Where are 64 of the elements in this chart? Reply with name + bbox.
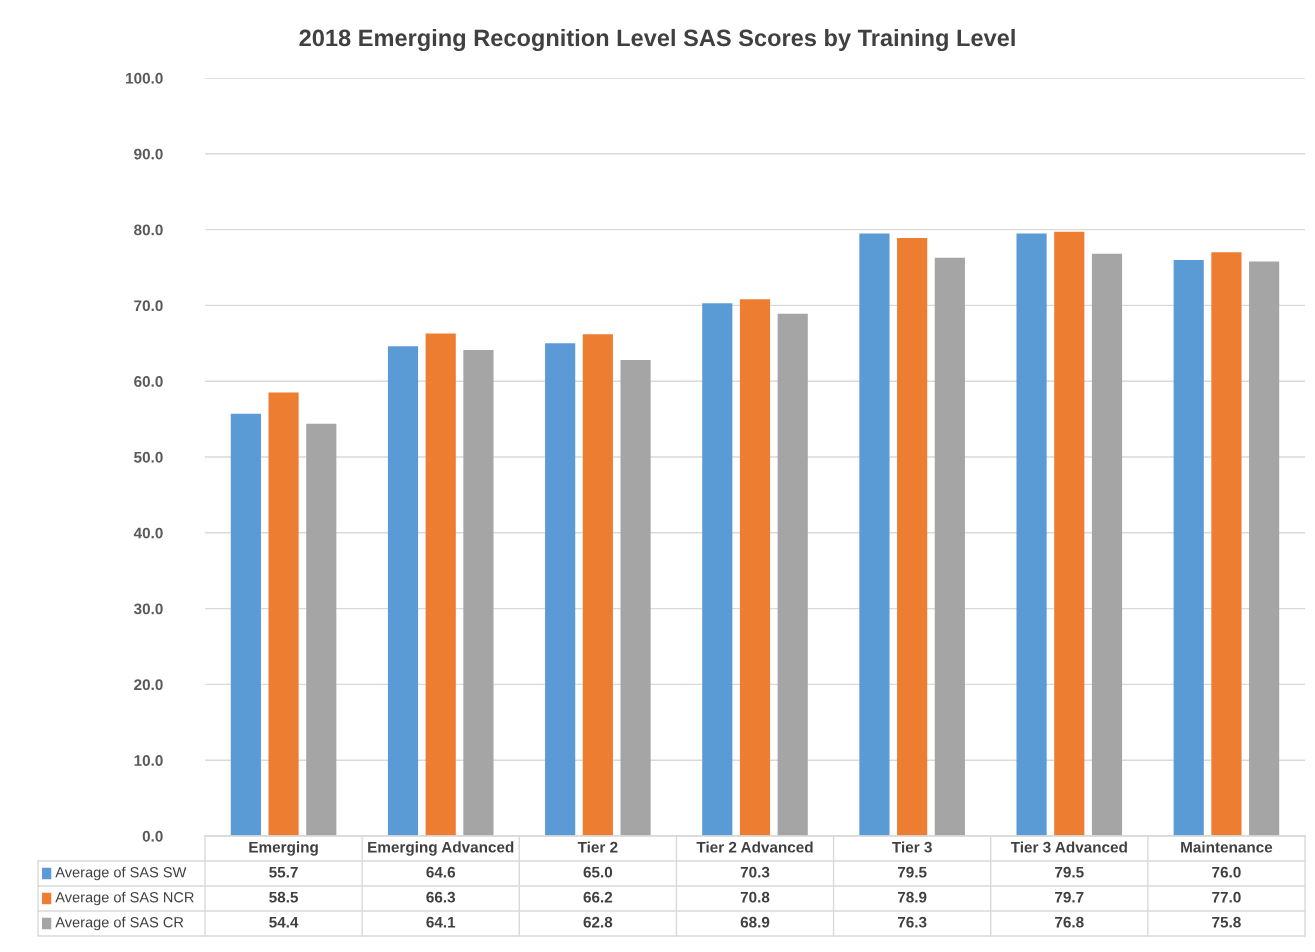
y-tick-label: 0.0 xyxy=(142,830,163,842)
data-label: 66.3 xyxy=(426,891,456,903)
x-tick-label: Emerging Advanced xyxy=(368,841,514,856)
data-label: 58.5 xyxy=(269,891,299,903)
x-tick-label: Tier 3 xyxy=(892,841,932,853)
x-tick-label: Tier 2 Advanced xyxy=(696,841,813,853)
data-label: 76.8 xyxy=(1055,916,1084,928)
bar xyxy=(702,303,733,836)
x-tick-label: Tier 2 xyxy=(577,841,618,853)
data-label: 70.8 xyxy=(740,891,770,903)
bar xyxy=(897,237,928,836)
data-label: 79.5 xyxy=(897,866,927,878)
bar xyxy=(463,350,494,836)
data-label: 79.5 xyxy=(1055,866,1084,878)
data-label: 68.9 xyxy=(740,916,770,928)
bar xyxy=(425,333,456,836)
data-label: 64.1 xyxy=(426,916,456,928)
bar xyxy=(620,359,651,836)
data-label: 55.7 xyxy=(269,866,298,878)
bar xyxy=(268,392,299,836)
y-tick-label: 50.0 xyxy=(134,451,163,463)
bar xyxy=(582,334,613,836)
data-label: 70.3 xyxy=(740,866,770,878)
y-tick-label: 20.0 xyxy=(134,679,163,691)
y-tick-label: 10.0 xyxy=(134,755,163,766)
y-tick-label: 60.0 xyxy=(134,376,163,387)
bar xyxy=(230,413,261,836)
bar xyxy=(1054,231,1085,836)
bar xyxy=(545,343,576,836)
x-tick-label: Emerging xyxy=(249,841,318,856)
bar xyxy=(306,423,337,836)
bar xyxy=(739,299,771,836)
bar xyxy=(1016,233,1047,836)
data-label: 78.9 xyxy=(897,891,927,903)
chart-title: 2018 Emerging Recognition Level SAS Scores by Training Level xyxy=(299,28,1015,52)
data-label: 76.3 xyxy=(897,916,927,928)
data-label: 64.6 xyxy=(426,866,456,878)
y-tick-label: 100.0 xyxy=(126,72,163,84)
legend-label: Average of SAS CR xyxy=(55,916,184,931)
data-label: 77.0 xyxy=(1212,891,1241,903)
y-tick-label: 30.0 xyxy=(133,603,163,615)
data-label: 65.0 xyxy=(583,866,613,878)
legend-label: Average of SAS SW xyxy=(55,866,187,881)
y-tick-label: 80.0 xyxy=(134,224,163,236)
bar xyxy=(859,233,890,836)
bar xyxy=(777,313,808,836)
data-label: 76.0 xyxy=(1212,866,1241,878)
y-tick-label: 90.0 xyxy=(134,148,163,160)
bar xyxy=(1091,253,1123,836)
data-label: 62.8 xyxy=(583,916,613,928)
bar xyxy=(1211,252,1242,836)
bar xyxy=(1173,259,1204,836)
x-tick-label: Maintenance xyxy=(1181,841,1273,853)
x-tick-label: Tier 3 Advanced xyxy=(1010,841,1127,853)
data-label: 75.8 xyxy=(1212,916,1241,928)
bar xyxy=(934,257,965,836)
y-tick-label: 70.0 xyxy=(134,300,163,312)
bar xyxy=(1249,261,1280,836)
data-label: 66.2 xyxy=(583,891,613,903)
y-tick-label: 40.0 xyxy=(133,527,163,539)
bar xyxy=(387,346,419,836)
data-label: 79.7 xyxy=(1055,891,1084,903)
data-label: 54.4 xyxy=(269,916,299,928)
legend-label: Average of SAS NCR xyxy=(55,891,194,906)
